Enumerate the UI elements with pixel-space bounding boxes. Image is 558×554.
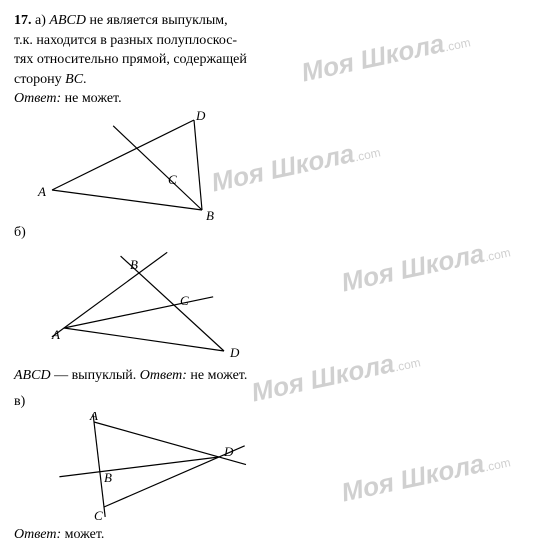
figure-b: A B C D — [34, 243, 544, 363]
answer-c-text: может. — [65, 527, 105, 542]
svg-text:D: D — [229, 345, 240, 360]
svg-text:D: D — [223, 444, 234, 459]
part-a-line3-pre: сторону — [14, 72, 65, 87]
part-a-line1: т.к. находится в разных полуплоскос- — [14, 32, 544, 50]
svg-text:B: B — [130, 257, 138, 272]
part-a-label: а) — [35, 13, 46, 28]
answer-a-label: Ответ: — [14, 91, 61, 106]
svg-text:C: C — [168, 172, 177, 187]
svg-text:C: C — [94, 508, 103, 522]
part-c-label: в) — [14, 393, 544, 411]
part-b-conclusion-rest: — выпуклый. — [54, 368, 140, 383]
svg-text:C: C — [180, 293, 189, 308]
figure-c: A B C D — [34, 412, 544, 522]
svg-text:A: A — [37, 184, 46, 199]
answer-c-label: Ответ: — [14, 527, 61, 542]
svg-text:D: D — [195, 110, 206, 123]
svg-text:A: A — [89, 412, 98, 423]
answer-a-text: не может. — [65, 91, 122, 106]
problem-number: 17. — [14, 13, 32, 28]
svg-text:B: B — [104, 470, 112, 485]
answer-b-text: не может. — [190, 368, 247, 383]
answer-b-label: Ответ: — [140, 368, 187, 383]
figure-a: A B C D — [34, 110, 544, 220]
svg-text:B: B — [206, 208, 214, 220]
part-a-line2: тях относительно прямой, содержащей — [14, 51, 544, 69]
part-b-label: б) — [14, 224, 544, 242]
svg-text:A: A — [51, 327, 60, 342]
part-a-line0-rest: не является выпуклым, — [89, 13, 227, 28]
